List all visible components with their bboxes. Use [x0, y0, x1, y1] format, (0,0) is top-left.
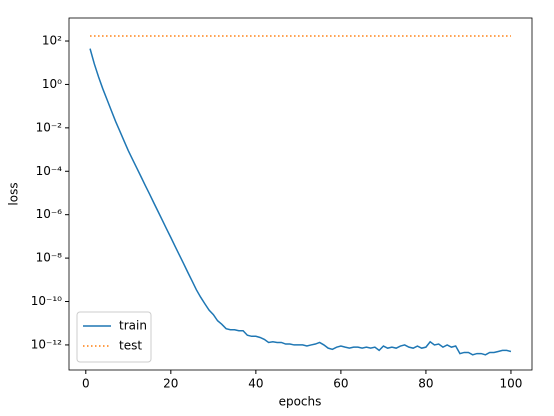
x-tick-label: 100	[500, 377, 523, 391]
y-tick-label: 10⁻⁶	[36, 207, 63, 221]
plot-frame	[68, 17, 533, 371]
y-tick-label: 10⁰	[42, 77, 62, 91]
y-tick-label: 10⁻⁴	[36, 164, 63, 178]
x-tick-label: 0	[82, 377, 90, 391]
x-axis-label: epochs	[279, 395, 322, 409]
y-tick-label: 10²	[42, 34, 62, 48]
y-tick-label: 10⁻¹²	[31, 337, 62, 351]
line-train	[89, 48, 512, 356]
legend-box	[76, 311, 152, 363]
y-tick-label: 10⁻⁸	[36, 251, 63, 265]
y-axis-label: loss	[7, 182, 21, 205]
x-tick-label: 20	[163, 377, 178, 391]
legend-label: train	[119, 319, 147, 333]
y-tick-label: 10⁻¹⁰	[31, 294, 62, 308]
y-tick-label: 10⁻²	[36, 120, 63, 134]
x-tick-label: 80	[418, 377, 433, 391]
x-tick-label: 60	[333, 377, 348, 391]
x-tick-label: 40	[248, 377, 263, 391]
legend-label: test	[119, 339, 142, 353]
